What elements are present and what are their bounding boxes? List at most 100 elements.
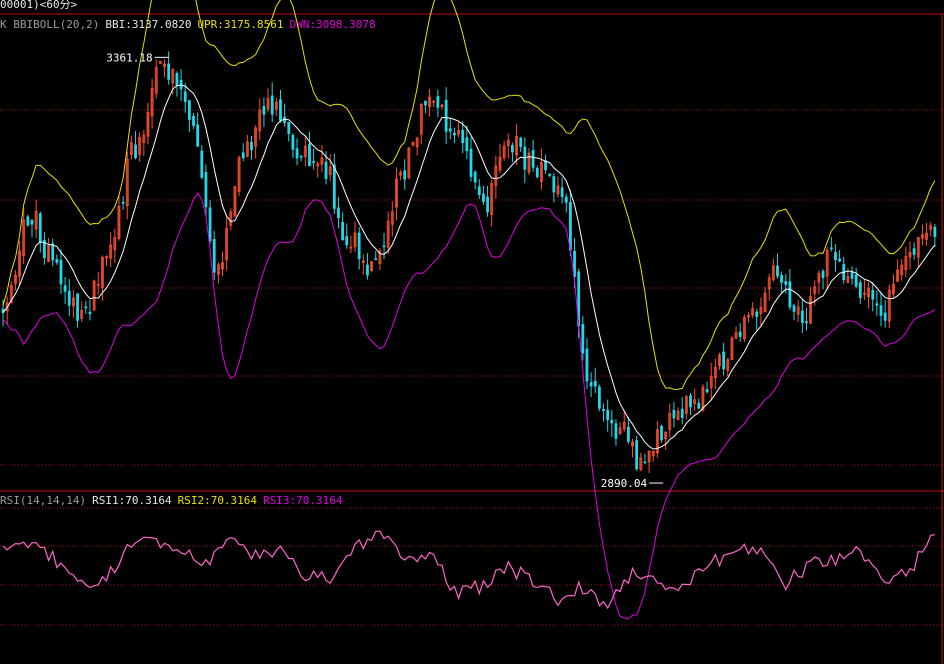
candle-body	[883, 312, 887, 321]
candle-body	[502, 145, 506, 158]
candle-body	[245, 141, 249, 157]
candle-body	[738, 331, 742, 337]
candle-body	[767, 277, 771, 290]
candle-body	[626, 426, 630, 442]
candle-body	[482, 193, 485, 203]
candle-body	[92, 280, 96, 311]
candle-body	[705, 389, 709, 393]
bbi-value: BBI:3137.0820	[105, 18, 192, 31]
rsi-indicator-header: RSI(14,14,14) RSI1:70.3164 RSI2:70.3164 RSI…	[0, 494, 343, 507]
indicator-name: K BBIBOLL(20,2)	[0, 18, 100, 31]
candle-body	[51, 243, 55, 261]
candle-body	[390, 211, 394, 225]
candle-body	[212, 239, 216, 273]
candle-body	[763, 292, 767, 313]
candle-body	[146, 111, 150, 137]
candle-body	[568, 201, 572, 251]
candle-body	[925, 232, 928, 240]
candle-body	[531, 150, 535, 168]
candle-body	[395, 178, 398, 208]
candle-body	[494, 165, 498, 186]
candle-body	[258, 109, 262, 132]
candle-body	[250, 141, 253, 151]
candle-body	[345, 236, 349, 246]
upper-band-line	[2, 0, 936, 390]
candle-body	[192, 115, 195, 126]
candle-body	[689, 395, 692, 408]
candle-body	[241, 152, 245, 159]
candle-body	[548, 173, 552, 176]
low-price-label: 2890.04	[601, 477, 648, 490]
candle-body	[378, 250, 382, 264]
candle-body	[809, 296, 813, 324]
candle-body	[614, 423, 618, 439]
candle-body	[867, 287, 870, 297]
candle-body	[55, 259, 59, 263]
candle-body	[337, 207, 340, 219]
candle-body	[573, 250, 576, 277]
candle-body	[113, 237, 117, 251]
candle-body	[680, 408, 684, 418]
candle-body	[18, 250, 21, 277]
candle-body	[403, 170, 407, 180]
candle-body	[287, 122, 291, 135]
candle-body	[465, 137, 469, 152]
candle-body	[490, 183, 494, 215]
candle-body	[933, 226, 937, 238]
candle-body	[916, 237, 920, 258]
candle-body	[163, 63, 166, 67]
candle-body	[448, 128, 452, 132]
candle-body	[320, 157, 324, 165]
candle-body	[585, 348, 589, 382]
candle-body	[361, 260, 365, 263]
candle-body	[196, 124, 200, 147]
lower-band-line	[2, 192, 936, 620]
candle-body	[515, 136, 518, 156]
candle-body	[560, 187, 564, 198]
candle-body	[30, 219, 34, 225]
candle-body	[63, 285, 67, 292]
candle-body	[651, 450, 655, 457]
candle-body	[59, 259, 63, 285]
candle-body	[863, 292, 866, 295]
candle-body	[440, 104, 444, 108]
candle-body	[187, 100, 191, 120]
candle-body	[506, 139, 510, 146]
candle-body	[511, 144, 514, 153]
candle-body	[349, 246, 353, 249]
candle-body	[80, 310, 84, 319]
candle-body	[382, 245, 386, 248]
candle-body	[461, 129, 465, 144]
candle-body	[655, 429, 659, 454]
candle-body	[43, 239, 46, 259]
candle-body	[813, 286, 817, 294]
rsi-indicator-name: RSI(14,14,14)	[0, 494, 87, 507]
candle-body	[672, 409, 676, 419]
candle-body	[208, 207, 212, 242]
candle-body	[829, 247, 833, 250]
candle-body	[900, 264, 904, 276]
candle-body	[788, 281, 792, 308]
candle-body	[419, 103, 423, 135]
candle-body	[908, 252, 912, 258]
candle-body	[142, 134, 146, 143]
candle-body	[486, 196, 489, 213]
candle-body	[386, 220, 390, 248]
candle-body	[929, 225, 933, 230]
candle-body	[755, 311, 759, 318]
candle-body	[639, 457, 643, 470]
candle-body	[167, 63, 171, 80]
candle-body	[469, 148, 473, 177]
candle-body	[96, 283, 100, 286]
candle-body	[308, 143, 311, 167]
candle-body	[274, 101, 278, 110]
candle-body	[237, 157, 241, 193]
candle-body	[701, 386, 705, 411]
candle-body	[742, 317, 746, 340]
candle-body	[776, 265, 779, 277]
candle-body	[734, 332, 738, 339]
bbi-line	[2, 84, 936, 450]
candle-body	[233, 186, 237, 217]
candle-body	[138, 136, 142, 155]
